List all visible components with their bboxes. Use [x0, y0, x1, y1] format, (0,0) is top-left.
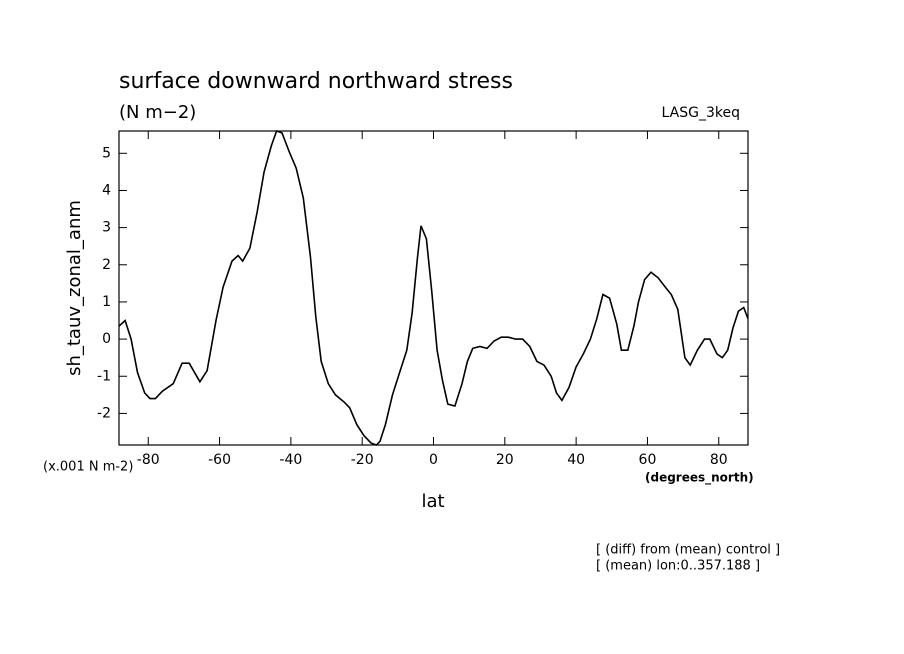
y-axis-label: sh_tauv_zonal_anm: [64, 200, 85, 376]
x-tick-label: -20: [351, 452, 374, 468]
run-label: LASG_3keq: [662, 105, 740, 121]
y-tick-label: 0: [102, 331, 111, 347]
x-tick-label: 60: [639, 452, 657, 468]
x-units: (degrees_north): [645, 471, 754, 486]
x-tick-label: 0: [429, 452, 438, 468]
y-tick-label: 4: [102, 182, 111, 198]
x-axis-label: lat: [421, 491, 444, 512]
chart-title: surface downward northward stress: [119, 69, 513, 94]
plot-frame: [118, 130, 749, 446]
y-tick-label: 2: [102, 257, 111, 273]
data-line: [118, 129, 749, 446]
x-tick-label: -40: [279, 452, 302, 468]
y-tick-label: 5: [102, 145, 111, 161]
x-tick-label: 20: [496, 452, 514, 468]
y-tick-label: -1: [97, 368, 111, 384]
x-tick-label: 80: [710, 452, 728, 468]
y-tick-label: -2: [97, 405, 111, 421]
chart-subtitle: (N m−2): [119, 102, 196, 123]
y-units: (x.001 N m-2): [43, 460, 133, 475]
note: [ (diff) from (mean) control ]: [596, 543, 780, 558]
x-tick-label: -80: [137, 452, 160, 468]
y-tick-label: 1: [102, 294, 111, 310]
x-tick-label: -60: [208, 452, 231, 468]
note: [ (mean) lon:0..357.188 ]: [596, 559, 760, 574]
x-tick-label: 40: [567, 452, 585, 468]
y-tick-label: 3: [102, 220, 111, 236]
